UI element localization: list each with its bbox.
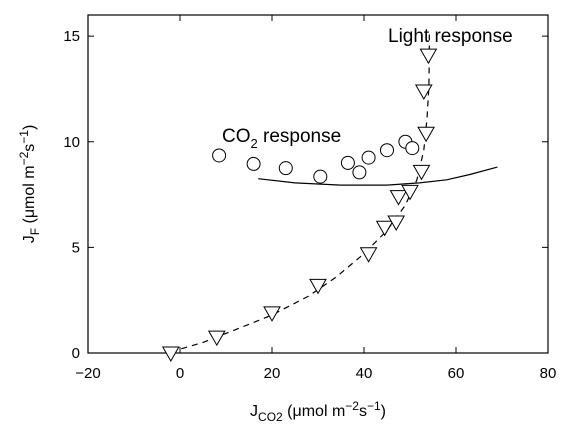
x-tick-label: 60 [448, 365, 465, 382]
co2-response-fit-line [258, 166, 498, 186]
light-response-point [414, 84, 433, 101]
x-tick-label: −20 [75, 365, 100, 382]
light-response-point [263, 306, 281, 322]
x-axis-title-sub: CO2 [258, 410, 283, 424]
co2-response-point [278, 161, 293, 176]
light-response-point [389, 190, 408, 206]
light-response-fit-line [170, 31, 430, 353]
light-response-point [419, 48, 438, 65]
light-response-point [359, 247, 378, 263]
y-axis-title-rest: (μmol m [21, 165, 38, 228]
co2-response-point [361, 150, 376, 165]
light-response-point [401, 184, 419, 201]
y-axis-title-sup: −2 [17, 151, 31, 165]
light-response-point [161, 346, 180, 363]
x-tick-label: 0 [176, 365, 184, 382]
y-tick-label: 15 [63, 28, 80, 45]
x-tick-label: 80 [540, 365, 557, 382]
x-axis-title-sup2: −1 [367, 399, 381, 413]
co2-response-main: CO [222, 126, 251, 147]
x-axis-title-close: ) [381, 403, 386, 420]
lines [170, 31, 498, 353]
y-axis-title-close: ) [21, 125, 38, 130]
x-tick-label: 40 [356, 365, 373, 382]
co2-response-label: CO2 response [222, 126, 341, 151]
light-response-label: Light response [388, 26, 513, 47]
co2-response-point [313, 169, 328, 184]
y-axis-title-sup2: −1 [17, 130, 31, 144]
light-response-point [375, 220, 394, 237]
x-axis-title-sup: −2 [345, 399, 359, 413]
co2-response-sub: 2 [251, 136, 258, 151]
y-tick-label: 0 [72, 345, 80, 362]
co2-response-point [380, 143, 394, 158]
co2-response-point [405, 141, 420, 156]
co2-response-point [246, 156, 261, 171]
y-axis-title-sub: F [28, 228, 42, 235]
y-tick-label: 10 [63, 134, 80, 151]
light-response-point [417, 126, 435, 143]
markers [161, 48, 438, 363]
light-response-point [387, 215, 406, 232]
y-axis-title-tail: s [21, 144, 38, 152]
light-response-point [412, 164, 431, 181]
ticks: −20 0 20 40 60 80 0 5 10 15 [63, 15, 556, 382]
light-response-point [309, 278, 327, 295]
co2-response-point [352, 165, 367, 180]
x-axis-title-main: J [250, 403, 258, 420]
y-axis-title-main: J [21, 235, 38, 243]
x-axis-title-tail: s [359, 403, 367, 420]
x-axis-title-rest: (μmol m [283, 403, 346, 420]
co2-response-point [340, 155, 355, 170]
light-response-point [207, 330, 226, 347]
y-axis-title: JF (μmol m−2s−1) [17, 125, 42, 244]
co2-response-rest: response [258, 126, 341, 147]
x-tick-label: 20 [264, 365, 281, 382]
co2-response-point [212, 148, 227, 163]
y-tick-label: 5 [72, 239, 80, 256]
plot-frame [87, 14, 549, 354]
x-axis-title: JCO2 (μmol m−2s−1) [250, 399, 386, 424]
